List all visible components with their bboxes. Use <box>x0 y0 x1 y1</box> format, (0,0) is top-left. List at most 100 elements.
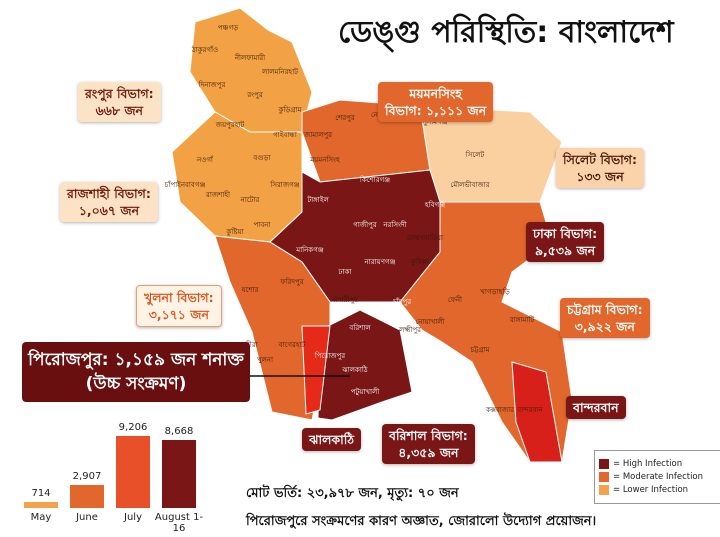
division-cases: ৯,৫৩৯ জন <box>534 243 596 258</box>
x-tick-label: July <box>124 512 142 523</box>
district-label: কিশোরগঞ্জ <box>359 176 390 184</box>
division-label: সিলেট বিভাগ: ১৩৩ জন <box>556 148 644 188</box>
legend-item: = High Infection <box>599 459 717 469</box>
division-cases: ৬৬৮ জন <box>95 103 143 118</box>
division-label: ঢাকা বিভাগ: ৯,৫৩৯ জন <box>526 222 605 262</box>
district-label: মৌলভীবাজার <box>450 180 489 189</box>
division-cases: ৩,১৭১ জন <box>148 307 209 322</box>
district-label: সিরাজগঞ্জ <box>269 181 299 189</box>
district-label: নোয়াখালী <box>415 317 445 326</box>
division-cases: ৩,৯২২ জন <box>574 319 635 334</box>
division-name: সিলেট বিভাগ: <box>563 152 637 167</box>
district-label: নওগাঁ <box>196 155 214 164</box>
district-label: দিনাজপুর <box>198 81 226 89</box>
division-label: ময়মনসিংহ বিভাগ: ১,১১১ জন <box>378 82 494 122</box>
division-name: ময়মনসিংহ <box>409 86 462 101</box>
legend: = High Infection = Moderate Infection = Lo… <box>594 450 720 504</box>
division-label: চট্টগ্রাম বিভাগ: ৩,৯২২ জন <box>560 298 650 338</box>
district-label: চাঁদপুর <box>392 297 411 306</box>
district-label: জামালপুর <box>303 131 332 139</box>
district-label: হবিগঞ্জ <box>424 201 445 209</box>
bar-chart: 714 May 2,907 June 9,206 July 8,668 August 1-16 <box>20 420 230 537</box>
district-label: পঞ্চগড় <box>218 24 239 32</box>
x-tick-label: June <box>76 512 98 523</box>
district-label: বান্দরবান <box>516 406 543 414</box>
district-label: ঢাকা <box>338 268 353 276</box>
district-label: রাঙ্গামাটি <box>509 315 534 324</box>
division-label: খুলনা বিভাগ: ৩,১৭১ জন <box>136 285 222 327</box>
district-label: গাইবান্ধা <box>273 131 298 139</box>
division-cases: ১,০৬৭ জন <box>78 203 140 218</box>
division-name: রংপুর বিভাগ: <box>85 86 154 101</box>
district-label: বগুড়া <box>252 154 271 162</box>
district-label: কুড়িগ্রাম <box>277 106 301 114</box>
region-barishal <box>317 309 413 421</box>
district-label: মানিকগঞ্জ <box>295 246 324 254</box>
district-label: রংপুর <box>246 91 263 99</box>
region-pirojpur <box>301 325 331 415</box>
legend-swatch <box>599 485 609 495</box>
bar <box>116 436 150 508</box>
district-label: ময়মনসিংহ <box>309 156 340 164</box>
district-label: কুমিল্লা <box>410 258 430 266</box>
district-label: সিলেট <box>465 150 485 159</box>
district-label: পটুয়াখালী <box>351 387 381 396</box>
district-label: রাজশাহী <box>205 190 231 199</box>
district-label: খাগড়াছড়ি <box>480 288 510 296</box>
region-bandarban <box>511 361 563 463</box>
district-label: ঠাকুরগাঁও <box>191 45 218 54</box>
division-label: রংপুর বিভাগ: ৬৬৮ জন <box>78 82 161 122</box>
district-label: যশোর <box>241 286 259 294</box>
legend-item: = Moderate Infection <box>599 472 717 482</box>
district-tag: ঝালকাঠি <box>302 428 362 451</box>
legend-swatch <box>599 459 609 469</box>
district-label: নারায়ণগঞ্জ <box>363 258 395 266</box>
district-label: চাঁপাইনবাবগঞ্জ <box>164 180 206 189</box>
footer-note: পিরোজপুরে সংক্রমণের কারণ অজ্ঞাত, জোরালো … <box>246 514 597 529</box>
title: ডেঙ্গু পরিস্থিতি: বাংলাদেশ <box>338 15 674 50</box>
district-label: খুলনা <box>257 356 274 364</box>
district-label: নীলফামারী <box>234 53 266 62</box>
district-label: টাঙ্গাইল <box>306 195 329 204</box>
bar-value-label: 9,206 <box>118 422 148 433</box>
legend-item: = Lower Infection <box>599 485 717 495</box>
district-label: শেরপুর <box>335 114 355 122</box>
district-label: নাটোর <box>240 195 260 204</box>
district-label: গাজীপুর <box>353 220 377 229</box>
division-cases: ৪,৩৫৯ জন <box>398 445 459 460</box>
district-label: কক্সবাজার <box>485 406 514 414</box>
division-name: ঢাকা বিভাগ: <box>533 226 598 241</box>
bar-value-label: 714 <box>31 488 51 500</box>
district-label: লালমনিরহাট <box>261 67 298 76</box>
division-label: রাজশাহী বিভাগ: ১,০৬৭ জন <box>60 182 158 222</box>
division-cases: বিভাগ: ১,১১১ জন <box>385 103 487 118</box>
bar <box>162 440 196 508</box>
division-name: খুলনা বিভাগ: <box>144 290 214 305</box>
district-label: বাগেরহাট <box>278 340 306 349</box>
division-name: বরিশাল বিভাগ: <box>389 428 468 443</box>
x-tick-label: August 1-16 <box>154 512 204 534</box>
callout: পিরোজপুর: ১,১৫৯ জন শনাক্ত (উচ্চ সংক্রমণ) <box>22 342 250 402</box>
x-tick-label: May <box>30 512 52 523</box>
division-cases: ১৩৩ জন <box>576 169 624 184</box>
district-label: জয়পুরহাট <box>215 120 245 129</box>
district-label: পাবনা <box>254 221 272 229</box>
division-label: বরিশাল বিভাগ: ৪,৩৫৯ জন <box>382 424 475 464</box>
legend-label: = High Infection <box>613 459 683 469</box>
district-label: নরসিংদী <box>382 220 407 229</box>
district-tag: বান্দরবান <box>566 396 626 419</box>
district-label: বরিশাল <box>348 324 371 332</box>
district-label: মাদারীপুর <box>331 295 358 304</box>
bar-value-label: 2,907 <box>72 471 102 483</box>
district-label: ব্রাহ্মণবাড়িয়া <box>406 234 444 242</box>
footer-totals: মোট ভর্তি: ২৩,৯৭৮ জন, মৃত্যু: ৭০ জন <box>246 486 459 501</box>
district-label: ফেনী <box>448 295 463 304</box>
callout-line: (উচ্চ সংক্রমণ) <box>85 374 187 394</box>
bar-value-label: 8,668 <box>164 426 194 438</box>
district-label: সুনামগঞ্জ <box>421 118 447 126</box>
bar <box>24 502 58 508</box>
legend-swatch <box>599 472 609 482</box>
district-label: পিরোজপুর <box>314 352 345 360</box>
legend-label: = Moderate Infection <box>613 472 704 482</box>
